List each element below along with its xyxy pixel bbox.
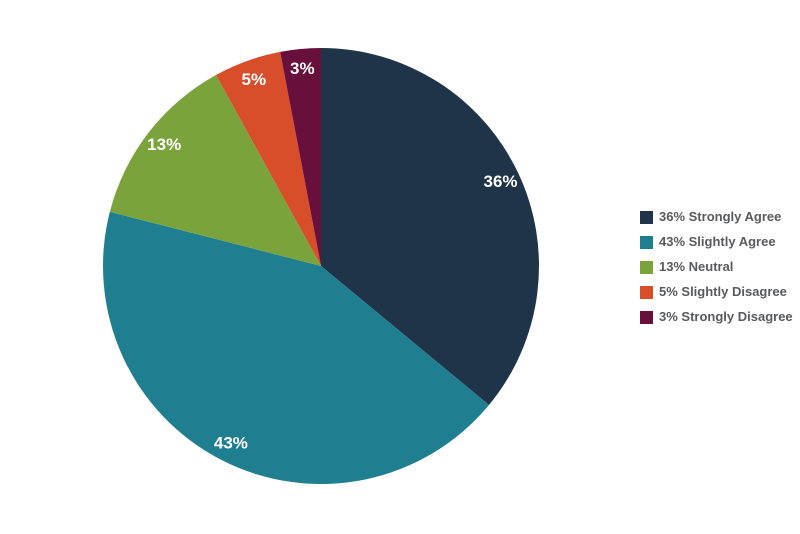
pie-data-label: 13%: [147, 135, 181, 154]
pie-slice-strongly-agree: [321, 48, 539, 405]
legend-swatch: [640, 285, 653, 299]
legend-item-slightly-disagree: 5% Slightly Disagree: [640, 285, 793, 299]
pie-data-label: 43%: [214, 433, 248, 452]
legend-item-slightly-agree: 43% Slightly Agree: [640, 235, 793, 249]
pie-slices: [103, 47, 539, 484]
legend-swatch: [640, 210, 653, 224]
legend-swatch: [640, 235, 653, 249]
legend-label: 36% Strongly Agree: [659, 209, 782, 224]
legend: 36% Strongly Agree 43% Slightly Agree 13% …: [640, 210, 793, 335]
legend-label: 13% Neutral: [659, 259, 734, 274]
legend-label: 43% Slightly Agree: [659, 234, 776, 249]
pie-slice-strongly-disagree: [280, 47, 321, 266]
legend-item-strongly-agree: 36% Strongly Agree: [640, 210, 793, 224]
pie-data-labels: 36% 43% 13% 5% 3%: [147, 59, 517, 452]
legend-swatch: [640, 310, 653, 324]
legend-label: 3% Strongly Disagree: [659, 309, 793, 324]
legend-swatch: [640, 260, 653, 274]
pie-data-label: 36%: [483, 172, 517, 191]
pie-slice-slightly-agree: [103, 211, 489, 484]
legend-label: 5% Slightly Disagree: [659, 284, 787, 299]
pie-slice-slightly-disagree: [215, 51, 321, 266]
legend-item-neutral: 13% Neutral: [640, 260, 793, 274]
legend-item-strongly-disagree: 3% Strongly Disagree: [640, 310, 793, 324]
pie-data-label: 5%: [242, 70, 267, 89]
pie-data-label: 3%: [290, 59, 315, 78]
pie-slice-neutral: [109, 74, 321, 266]
